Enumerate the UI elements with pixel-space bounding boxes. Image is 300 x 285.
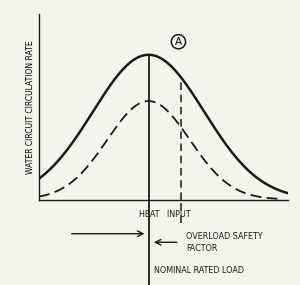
Text: NOMINAL RATED LOAD: NOMINAL RATED LOAD	[154, 266, 244, 275]
Text: HEAT   INPUT: HEAT INPUT	[139, 210, 190, 219]
Y-axis label: WATER CIRCUIT CIRCULATION RATE: WATER CIRCUIT CIRCULATION RATE	[26, 40, 35, 174]
Text: OVERLOAD SAFETY
FACTOR: OVERLOAD SAFETY FACTOR	[186, 232, 262, 253]
Text: A: A	[175, 37, 182, 47]
